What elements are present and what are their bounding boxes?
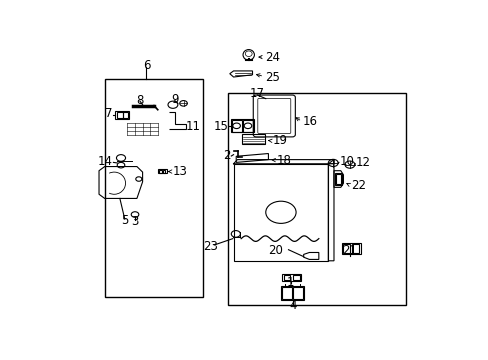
Text: 9: 9 xyxy=(171,93,178,106)
Text: 1: 1 xyxy=(286,276,294,289)
Text: 8: 8 xyxy=(136,94,143,107)
Text: 19: 19 xyxy=(272,134,287,147)
Text: 15: 15 xyxy=(213,120,228,133)
Text: 10: 10 xyxy=(339,155,354,168)
Bar xyxy=(282,274,301,281)
Text: 3: 3 xyxy=(131,215,139,228)
Text: 25: 25 xyxy=(264,71,279,84)
Bar xyxy=(123,112,127,118)
Text: 14: 14 xyxy=(98,154,113,167)
Text: 12: 12 xyxy=(355,157,370,170)
Text: 13: 13 xyxy=(173,165,187,178)
Text: 23: 23 xyxy=(203,240,218,253)
Bar xyxy=(280,286,303,300)
Bar xyxy=(351,244,359,253)
Text: 11: 11 xyxy=(185,120,200,133)
Bar xyxy=(117,112,122,118)
Text: 24: 24 xyxy=(264,50,280,64)
Bar xyxy=(115,111,129,120)
Text: 7: 7 xyxy=(104,107,112,120)
Bar xyxy=(283,275,290,280)
Bar xyxy=(231,120,241,132)
Bar xyxy=(342,244,349,253)
Text: 21: 21 xyxy=(342,244,357,257)
Bar xyxy=(334,174,341,185)
Text: 18: 18 xyxy=(277,154,291,167)
Text: 4: 4 xyxy=(289,300,296,312)
Bar xyxy=(282,287,291,299)
Bar xyxy=(242,134,264,144)
Bar xyxy=(158,169,167,174)
Bar xyxy=(163,170,165,173)
Text: 17: 17 xyxy=(249,87,264,100)
Bar xyxy=(104,79,203,297)
Text: 16: 16 xyxy=(302,115,317,128)
Bar xyxy=(335,174,341,184)
Text: 2: 2 xyxy=(223,149,230,162)
Bar xyxy=(243,120,252,132)
Bar xyxy=(292,287,302,299)
Bar xyxy=(159,170,161,173)
Bar xyxy=(230,119,253,132)
Text: 22: 22 xyxy=(350,179,366,192)
Bar xyxy=(292,275,299,280)
Text: 5: 5 xyxy=(121,214,128,227)
Text: 6: 6 xyxy=(142,59,150,72)
Bar xyxy=(341,243,360,254)
Text: 20: 20 xyxy=(267,244,282,257)
Bar xyxy=(227,93,405,305)
